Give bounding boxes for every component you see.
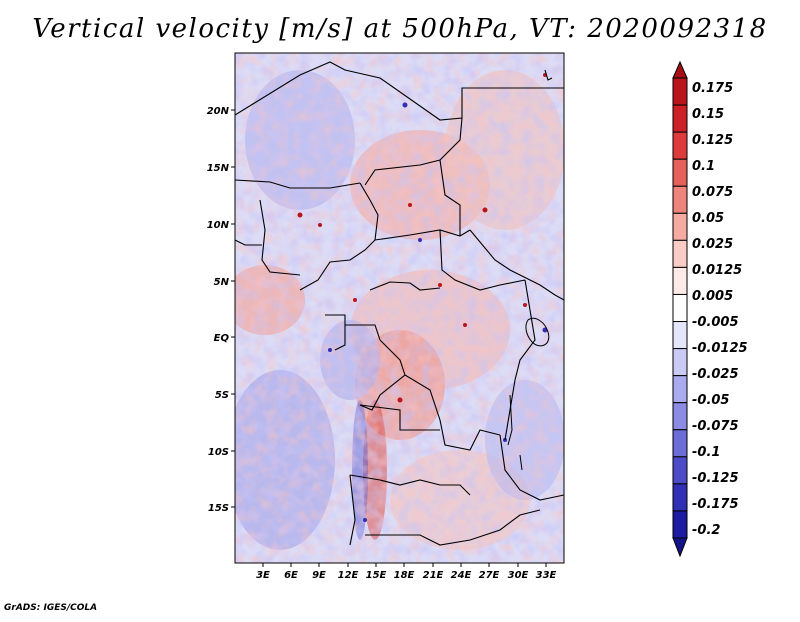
colorbar-bottom-arrow [672, 537, 688, 558]
map-frame [234, 52, 565, 564]
lat-label: 15N [207, 163, 230, 174]
colorbar-label: 0.0125 [692, 263, 742, 278]
colorbar: 0.175 0.15 0.125 0.1 0.075 0.05 0.025 0.… [672, 60, 748, 558]
colorbar-swatch [672, 185, 688, 214]
colorbar-swatch [672, 158, 688, 187]
lat-label: 15S [208, 503, 229, 514]
colorbar-swatch [672, 293, 688, 323]
colorbar-label: 0.125 [692, 133, 733, 148]
lon-label: 9E [312, 570, 326, 581]
colorbar-label: -0.175 [692, 497, 739, 512]
chart-title: Vertical velocity [m/s] at 500hPa, VT: 2… [32, 14, 768, 44]
colorbar-label: -0.075 [692, 419, 739, 434]
colorbar-swatch [672, 375, 688, 404]
colorbar-swatch [672, 456, 688, 485]
lon-label: 6E [284, 570, 298, 581]
lat-label: 5N [214, 277, 230, 288]
colorbar-swatch [672, 321, 688, 350]
colorbar-swatch [672, 348, 688, 377]
colorbar-label: 0.1 [692, 159, 715, 174]
colorbar-label: -0.025 [692, 367, 739, 382]
colorbar-label: 0.175 [692, 81, 733, 96]
colorbar-swatch [672, 510, 688, 539]
lon-label: 27E [479, 570, 500, 581]
colorbar-label: 0.005 [692, 289, 733, 304]
colorbar-swatch [672, 104, 688, 133]
colorbar-swatches [672, 77, 688, 539]
axis-ticks [231, 109, 547, 567]
colorbar-label: -0.2 [692, 523, 720, 538]
lat-label: 10N [207, 220, 230, 231]
colorbar-swatch [672, 266, 688, 295]
colorbar-swatch [672, 239, 688, 268]
colorbar-label: -0.05 [692, 393, 729, 408]
colorbar-label: 0.05 [692, 211, 724, 226]
colorbar-label: -0.125 [692, 471, 739, 486]
lat-label: EQ [214, 333, 230, 344]
colorbar-swatch [672, 483, 688, 512]
lon-label: 12E [338, 570, 359, 581]
colorbar-label: 0.15 [692, 107, 724, 122]
lat-label: 5S [215, 390, 229, 401]
credit-text: GrADS: IGES/COLA [4, 603, 98, 613]
lat-label: 10S [208, 447, 229, 458]
lon-label: 24E [451, 570, 472, 581]
colorbar-swatch [672, 402, 688, 431]
colorbar-swatch [672, 212, 688, 241]
lon-label: 18E [394, 570, 415, 581]
colorbar-swatch [672, 77, 688, 106]
lat-label: 20N [207, 106, 230, 117]
colorbar-label: -0.005 [692, 315, 739, 330]
colorbar-label: 0.025 [692, 237, 733, 252]
velocity-field [235, 53, 564, 563]
lon-label: 21E [423, 570, 444, 581]
lon-label: 33E [536, 570, 557, 581]
lon-label: 3E [256, 570, 270, 581]
colorbar-label: -0.0125 [692, 341, 748, 356]
lon-label: 30E [508, 570, 529, 581]
colorbar-swatch [672, 429, 688, 458]
colorbar-label: -0.1 [692, 445, 720, 460]
lon-label: 15E [366, 570, 387, 581]
colorbar-top-arrow [672, 60, 688, 79]
colorbar-swatch [672, 131, 688, 160]
colorbar-label: 0.075 [692, 185, 733, 200]
